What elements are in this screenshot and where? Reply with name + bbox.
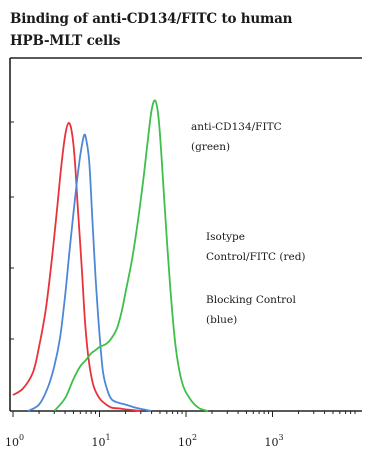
annotation-0-line-0: anti-CD134/FITC (191, 121, 282, 133)
x-tick-label-3: 103 (265, 433, 284, 449)
annotation-1-line-0: Isotype (206, 231, 245, 243)
annotation-0-line-1: (green) (191, 141, 230, 153)
annotation-2-line-1: (blue) (206, 314, 237, 326)
plot-axes (9, 57, 362, 412)
chart-title-line-1: Binding of anti-CD134/FITC to human (10, 11, 293, 27)
chart-title-line-2: HPB-MLT cells (10, 33, 121, 49)
x-axis-ticks: 100 101 102 103 (5, 411, 356, 449)
series-layer (12, 99, 209, 412)
series-line-isotype-control (12, 122, 141, 412)
annotation-2-line-0: Blocking Control (206, 294, 296, 306)
x-tick-label-2: 102 (178, 433, 197, 449)
annotation-1-line-1: Control/FITC (red) (206, 251, 306, 263)
series-line-blocking-control (27, 133, 152, 412)
series-line-anti-cd134 (53, 99, 209, 412)
chart-title: Binding of anti-CD134/FITC to human HPB-… (10, 8, 360, 52)
x-tick-label-0: 100 (5, 433, 24, 449)
x-tick-label-1: 101 (92, 433, 111, 449)
annotations: anti-CD134/FITC (green) Isotype Control/FIT… (191, 121, 306, 326)
